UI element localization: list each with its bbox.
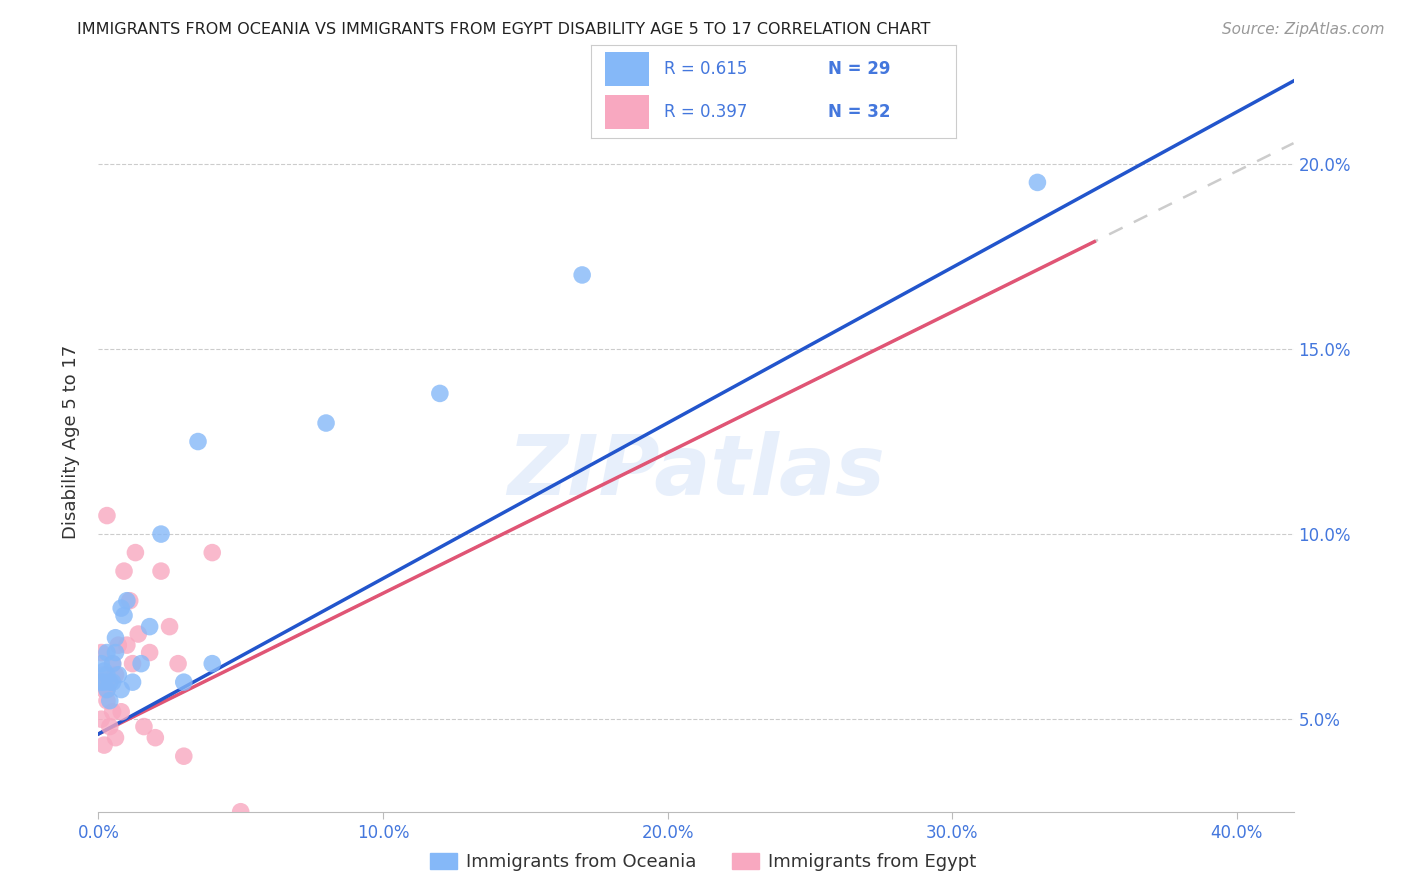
Point	[112, 608, 135, 623]
Point	[201, 657, 224, 671]
Point	[138, 646, 160, 660]
Point	[98, 675, 121, 690]
Point	[150, 564, 173, 578]
Point	[115, 593, 138, 607]
Point	[127, 627, 149, 641]
Point	[571, 268, 593, 282]
Text: R = 0.397: R = 0.397	[664, 103, 747, 121]
Point	[98, 694, 121, 708]
Point	[124, 545, 146, 560]
Point	[90, 712, 112, 726]
Point	[429, 386, 451, 401]
Point	[101, 705, 124, 719]
Point	[1026, 175, 1049, 189]
Point	[173, 675, 195, 690]
Point	[104, 631, 127, 645]
Point	[93, 664, 115, 678]
Point	[101, 675, 124, 690]
Point	[159, 620, 181, 634]
Point	[96, 694, 118, 708]
Point	[315, 416, 337, 430]
Point	[167, 657, 190, 671]
Text: IMMIGRANTS FROM OCEANIA VS IMMIGRANTS FROM EGYPT DISABILITY AGE 5 TO 17 CORRELAT: IMMIGRANTS FROM OCEANIA VS IMMIGRANTS FR…	[77, 22, 931, 37]
Point	[93, 738, 115, 752]
Point	[93, 682, 115, 697]
Point	[96, 682, 118, 697]
Point	[112, 564, 135, 578]
Point	[187, 434, 209, 449]
Point	[138, 620, 160, 634]
Point	[110, 682, 132, 697]
Point	[201, 545, 224, 560]
Point	[229, 805, 252, 819]
Point	[104, 731, 127, 745]
Point	[132, 720, 155, 734]
Text: N = 29: N = 29	[828, 60, 890, 78]
Point	[96, 667, 118, 681]
Point	[115, 638, 138, 652]
Point	[96, 508, 118, 523]
Point	[150, 527, 173, 541]
Point	[104, 646, 127, 660]
Y-axis label: Disability Age 5 to 17: Disability Age 5 to 17	[62, 344, 80, 539]
Point	[90, 657, 112, 671]
Text: Source: ZipAtlas.com: Source: ZipAtlas.com	[1222, 22, 1385, 37]
Point	[90, 646, 112, 660]
Text: N = 32: N = 32	[828, 103, 890, 121]
Point	[93, 667, 115, 681]
FancyBboxPatch shape	[605, 95, 650, 129]
Point	[107, 638, 129, 652]
Point	[101, 657, 124, 671]
Point	[107, 667, 129, 681]
Text: ZIPatlas: ZIPatlas	[508, 431, 884, 512]
Point	[110, 601, 132, 615]
Point	[96, 646, 118, 660]
Point	[101, 657, 124, 671]
Point	[93, 675, 115, 690]
Text: R = 0.615: R = 0.615	[664, 60, 747, 78]
Point	[143, 731, 166, 745]
Point	[90, 675, 112, 690]
Point	[118, 593, 141, 607]
Point	[121, 657, 143, 671]
Point	[96, 682, 118, 697]
Point	[121, 675, 143, 690]
Point	[98, 720, 121, 734]
FancyBboxPatch shape	[605, 52, 650, 86]
Point	[110, 705, 132, 719]
Point	[90, 675, 112, 690]
Legend: Immigrants from Oceania, Immigrants from Egypt: Immigrants from Oceania, Immigrants from…	[422, 846, 984, 879]
Point	[104, 667, 127, 681]
Point	[98, 675, 121, 690]
Point	[129, 657, 152, 671]
Point	[173, 749, 195, 764]
